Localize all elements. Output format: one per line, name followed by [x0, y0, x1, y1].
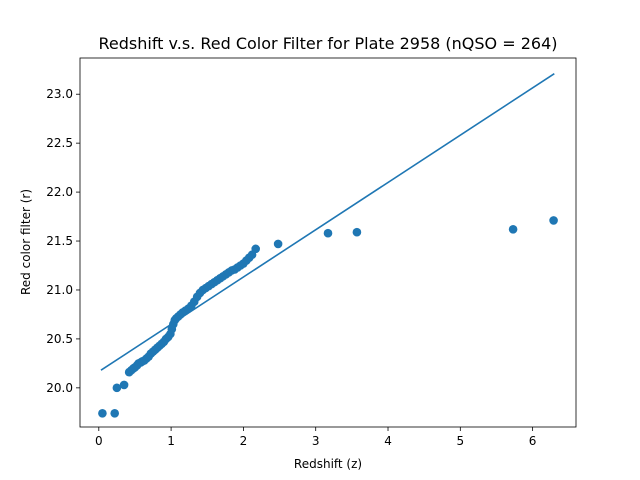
y-tick-label: 21.5 [46, 234, 73, 248]
y-tick-label: 20.5 [46, 332, 73, 346]
data-point [273, 239, 283, 249]
x-tick-label: 5 [456, 434, 464, 448]
y-axis-ticks: 20.0 20.5 21.0 21.5 22.0 22.5 23.0 [46, 87, 80, 395]
x-tick-label: 3 [312, 434, 320, 448]
y-tick-label: 22.5 [46, 136, 73, 150]
data-point [119, 380, 129, 390]
data-point [352, 227, 362, 237]
data-point [323, 228, 333, 238]
data-point [110, 408, 120, 418]
x-tick-label: 0 [95, 434, 103, 448]
chart-title: Redshift v.s. Red Color Filter for Plate… [99, 34, 558, 53]
x-axis-ticks: 0 1 2 3 4 5 6 [95, 427, 536, 448]
data-point [112, 383, 122, 393]
x-axis-label: Redshift (z) [294, 457, 362, 471]
data-point [251, 244, 260, 254]
x-tick-label: 1 [167, 434, 175, 448]
data-point [98, 408, 107, 418]
y-axis-label: Red color filter (r) [19, 189, 33, 295]
data-point [549, 216, 558, 225]
data-point [508, 224, 518, 234]
x-tick-label: 2 [240, 434, 248, 448]
y-tick-label: 20.0 [46, 381, 73, 395]
x-tick-label: 6 [529, 434, 537, 448]
data-points [98, 216, 558, 418]
y-tick-label: 21.0 [46, 283, 73, 297]
x-tick-label: 4 [384, 434, 392, 448]
y-tick-label: 22.0 [46, 185, 73, 199]
axes-frame [79, 57, 577, 428]
y-tick-label: 23.0 [46, 87, 73, 101]
